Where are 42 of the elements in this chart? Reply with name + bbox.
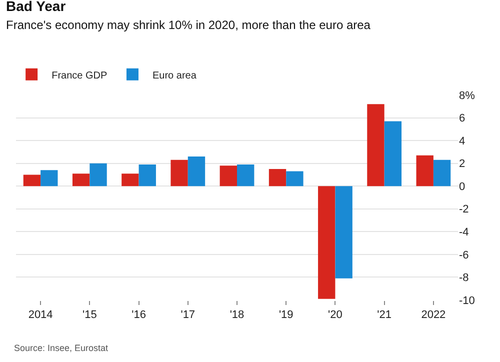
bar bbox=[416, 155, 434, 186]
bar bbox=[286, 171, 304, 186]
y-tick-label: 6 bbox=[459, 112, 466, 125]
bar bbox=[72, 174, 90, 186]
x-tick-label: '19 bbox=[278, 309, 294, 322]
y-tick-label: -6 bbox=[459, 249, 469, 262]
bar bbox=[367, 104, 384, 186]
y-tick-label: 2 bbox=[459, 158, 466, 170]
x-tick-label: '18 bbox=[230, 309, 244, 322]
bar bbox=[90, 163, 107, 186]
bar bbox=[170, 160, 188, 186]
bar bbox=[268, 169, 286, 186]
bar bbox=[23, 174, 41, 186]
bar bbox=[138, 164, 156, 186]
y-tick-label: -4 bbox=[459, 226, 469, 239]
bar bbox=[237, 164, 254, 186]
x-tick-label: '16 bbox=[132, 309, 146, 322]
legend-label: France GDP bbox=[52, 70, 108, 82]
x-tick-label: '21 bbox=[377, 309, 392, 322]
y-tick-label: 8% bbox=[459, 90, 476, 102]
bar bbox=[335, 186, 352, 278]
chart-title: Bad Year bbox=[6, 0, 66, 14]
bar bbox=[40, 170, 58, 186]
legend-label: Euro area bbox=[152, 70, 197, 82]
y-tick-label: -8 bbox=[459, 272, 469, 284]
source-note: Source: Insee, Eurostat bbox=[14, 343, 109, 353]
bar bbox=[433, 160, 451, 186]
x-tick-label: 2014 bbox=[28, 309, 53, 322]
bar bbox=[220, 166, 237, 186]
y-tick-label: -10 bbox=[459, 294, 475, 307]
y-tick-label: -2 bbox=[459, 204, 469, 216]
x-tick-label: 2022 bbox=[421, 309, 446, 322]
x-tick-label: '15 bbox=[82, 309, 97, 322]
chart-subtitle: France's economy may shrink 10% in 2020, more than the euro area bbox=[6, 18, 371, 32]
bar bbox=[188, 156, 206, 186]
y-tick-label: 0 bbox=[459, 180, 466, 193]
bar bbox=[318, 186, 336, 299]
bar bbox=[122, 174, 139, 186]
x-tick-label: '17 bbox=[180, 309, 196, 322]
bar bbox=[384, 121, 402, 186]
y-tick-label: 4 bbox=[459, 135, 466, 148]
x-tick-label: '20 bbox=[328, 309, 342, 322]
